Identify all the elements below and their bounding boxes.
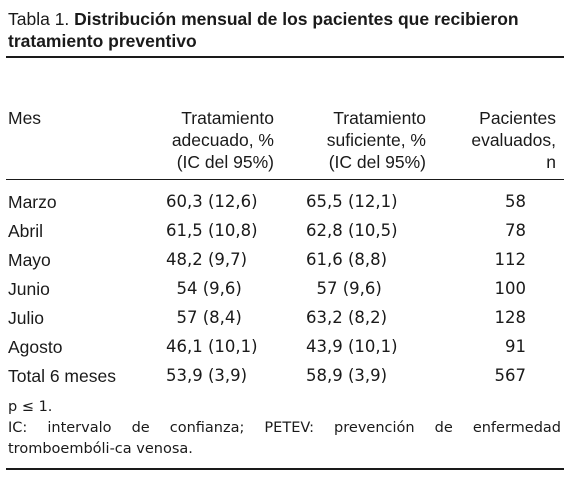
adequate-treatment-cell: 57 (8,4) [166, 307, 242, 327]
header-line: Tratamiento [181, 108, 274, 128]
patients-evaluated-cell: 78 [505, 220, 526, 240]
table-number: Tabla 1. [8, 9, 75, 29]
sufficient-treatment-cell: 63,2 (8,2) [306, 307, 388, 327]
header-tratamiento-adecuado: Tratamiento adecuado, % (IC del 95%) [134, 107, 274, 187]
patients-evaluated-cell: 112 [494, 249, 527, 269]
header-line: Mes [8, 108, 42, 128]
table-row: Mayo 48,2 (9,7) 61,6 (8,8) 112 [8, 245, 556, 274]
sufficient-treatment-cell: 43,9 (10,1) [306, 336, 398, 356]
header-line: n [546, 152, 556, 172]
significance-note: p ≤ 1. [8, 399, 53, 415]
patients-evaluated-cell: 91 [505, 336, 526, 356]
table-row: Junio 54 (9,6) 57 (9,6) 100 [8, 274, 556, 303]
table-row: Agosto 46,1 (10,1) 43,9 (10,1) 91 [8, 332, 556, 361]
header-line: suficiente, % [326, 130, 426, 150]
adequate-treatment-cell: 61,5 (10,8) [166, 220, 258, 240]
bottom-rule [6, 468, 564, 470]
table-caption: Tabla 1. Distribución mensual de los pac… [8, 8, 564, 52]
sufficient-treatment-cell: 62,8 (10,5) [306, 220, 398, 240]
header-line: (IC del 95%) [176, 152, 274, 172]
table-footnotes: p ≤ 1. IC: intervalo de confianza; PETEV… [8, 397, 561, 460]
header-line: Tratamiento [333, 108, 426, 128]
patients-evaluated-cell: 58 [505, 191, 526, 211]
month-cell: Julio [8, 307, 44, 328]
month-cell: Abril [8, 220, 44, 241]
table-body: Marzo 60,3 (12,6) 65,5 (12,1) 58 Abril 6… [8, 187, 556, 390]
adequate-treatment-cell: 46,1 (10,1) [166, 336, 258, 356]
sufficient-treatment-cell: 58,9 (3,9) [306, 365, 388, 385]
sufficient-treatment-cell: 61,6 (8,8) [306, 249, 388, 269]
top-rule [6, 56, 564, 58]
table-row: Julio 57 (8,4) 63,2 (8,2) 128 [8, 303, 556, 332]
patients-evaluated-cell: 100 [494, 278, 527, 298]
header-line: adecuado, % [171, 130, 274, 150]
table-row: Abril 61,5 (10,8) 62,8 (10,5) 78 [8, 216, 556, 245]
month-cell: Agosto [8, 336, 63, 357]
header-pacientes-evaluados: Pacientes evaluados, n [426, 107, 556, 187]
header-rule [6, 179, 564, 180]
header-mes: Mes [8, 107, 134, 187]
table-title: Distribución mensual de los pacientes qu… [8, 9, 519, 51]
patients-evaluated-cell: 567 [494, 365, 527, 385]
adequate-treatment-cell: 60,3 (12,6) [166, 191, 258, 211]
sufficient-treatment-cell: 65,5 (12,1) [306, 191, 398, 211]
table-row-total: Total 6 meses 53,9 (3,9) 58,9 (3,9) 567 [8, 361, 556, 390]
sufficient-treatment-cell: 57 (9,6) [306, 278, 382, 298]
month-cell: Marzo [8, 191, 57, 212]
month-cell: Junio [8, 278, 50, 299]
header-line: Pacientes [479, 108, 556, 128]
header-line: (IC del 95%) [328, 152, 426, 172]
header-line: evaluados, [471, 130, 556, 150]
patients-evaluated-cell: 128 [494, 307, 527, 327]
adequate-treatment-cell: 53,9 (3,9) [166, 365, 248, 385]
data-table: Mes Tratamiento adecuado, % (IC del 95%)… [8, 107, 556, 390]
adequate-treatment-cell: 54 (9,6) [166, 278, 242, 298]
header-tratamiento-suficiente: Tratamiento suficiente, % (IC del 95%) [274, 107, 426, 187]
abbreviations-note: IC: intervalo de confianza; PETEV: preve… [8, 420, 561, 457]
table-row: Marzo 60,3 (12,6) 65,5 (12,1) 58 [8, 187, 556, 216]
adequate-treatment-cell: 48,2 (9,7) [166, 249, 248, 269]
month-cell: Mayo [8, 249, 51, 270]
month-cell: Total 6 meses [8, 365, 116, 386]
header-row: Mes Tratamiento adecuado, % (IC del 95%)… [8, 107, 556, 187]
